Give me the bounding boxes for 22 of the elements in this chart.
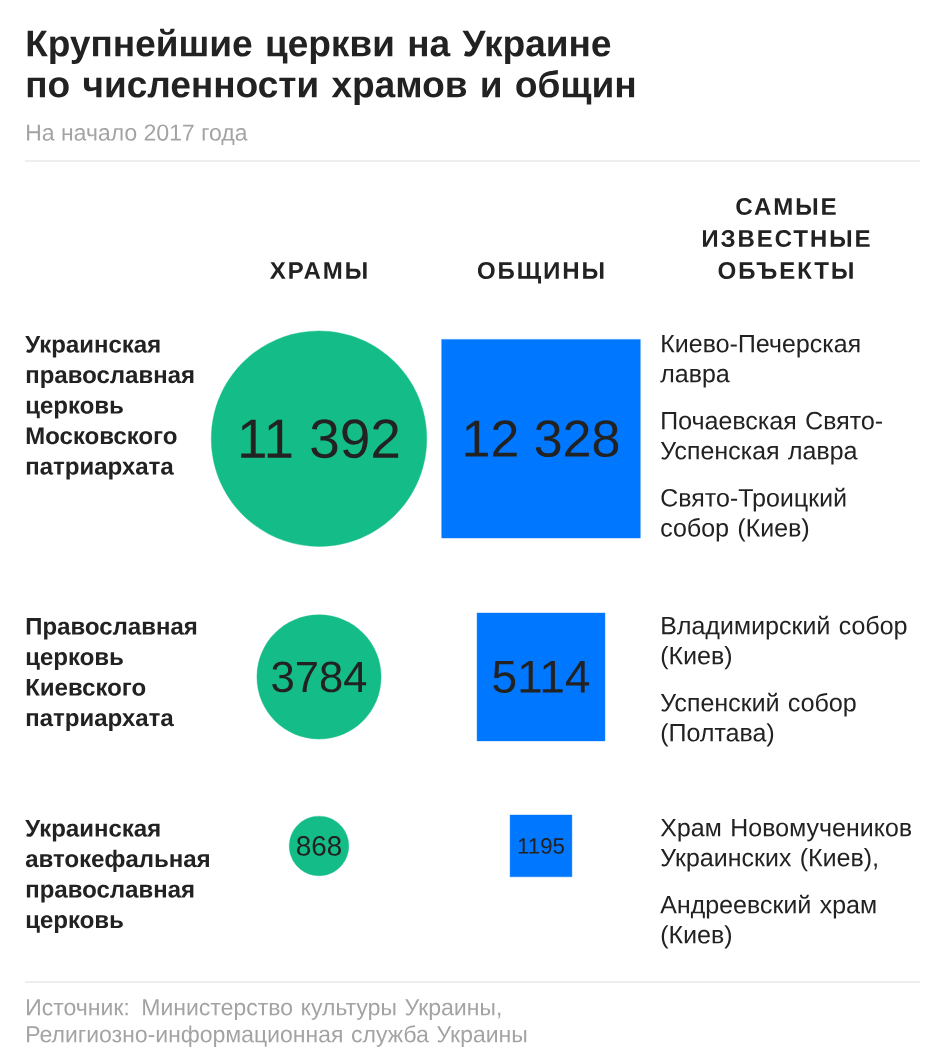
- text: Источник: Министерство культуры Украины, Религиозно-информационная служба Украины: [27, 999, 527, 1047]
- data-label: 12 328: [465, 420, 619, 458]
- text: На начало 2017 года: [27, 124, 248, 146]
- text: Андреевский храм (Киев): [660, 894, 876, 949]
- category-label: Православная церковь Киевского патриархата: [26, 618, 197, 732]
- data-label: 868: [297, 836, 341, 856]
- text: Крупнейшие церкви на Украине по численности храмов и общин: [27, 28, 635, 105]
- text: ХРАМЫ: [270, 262, 367, 279]
- data-label: 11 392: [241, 419, 399, 459]
- data-label: 1195: [518, 838, 564, 854]
- text: САМЫЕ ИЗВЕСТНЫЕ ОБЪЕКТЫ: [702, 198, 870, 280]
- text: ОБЩИНЫ: [477, 262, 604, 284]
- text: Владимирский собор (Киев): [661, 615, 907, 670]
- text: Киево-Печерская лавра: [660, 334, 860, 388]
- text: Свято-Троицкий собор (Киев): [661, 487, 846, 542]
- category-label: Украинская православная церковь Московского патриархата: [25, 336, 194, 480]
- text: Почаевская Свято-Успенская лавра: [660, 411, 883, 465]
- category-label: Украинская автокефальная православная церковь: [25, 820, 209, 934]
- data-label: 3784: [272, 661, 367, 693]
- text: Успенский собор (Полтава): [660, 692, 856, 747]
- data-label: 5114: [493, 660, 590, 694]
- text: Храм Новомучеников Украинских (Киев),: [660, 818, 912, 872]
